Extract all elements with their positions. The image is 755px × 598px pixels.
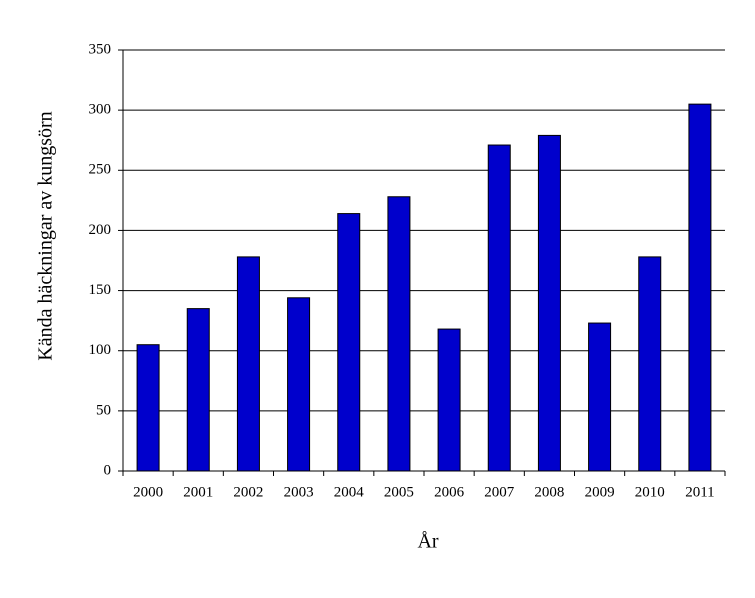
bar — [186, 308, 210, 472]
y-tick-label: 150 — [89, 282, 112, 298]
y-tick-label: 200 — [89, 222, 112, 238]
y-tick-label: 0 — [104, 462, 112, 478]
bar — [337, 213, 361, 472]
bar — [588, 322, 612, 472]
bar — [487, 144, 511, 472]
y-tick-label: 50 — [96, 402, 111, 418]
x-tick-label: 2010 — [635, 484, 665, 500]
x-tick-label: 2004 — [334, 484, 365, 500]
x-tick-label: 2008 — [534, 484, 564, 500]
bar — [537, 134, 561, 472]
bar — [688, 103, 712, 472]
x-tick-label: 2002 — [233, 484, 263, 500]
x-tick-label: 2005 — [384, 484, 414, 500]
y-tick-label: 300 — [89, 102, 112, 118]
y-tick-label: 100 — [89, 342, 112, 358]
y-tick-label: 250 — [89, 162, 112, 178]
x-axis-title: År — [417, 531, 438, 553]
x-tick-label: 2011 — [685, 484, 714, 500]
bar — [387, 196, 411, 472]
x-tick-label: 2000 — [133, 484, 163, 500]
bar — [236, 256, 260, 472]
x-tick-label: 2006 — [434, 484, 465, 500]
bar — [287, 297, 311, 472]
bar — [437, 328, 461, 472]
x-tick-label: 2001 — [183, 484, 213, 500]
x-tick-label: 2007 — [484, 484, 515, 500]
bar — [638, 256, 662, 472]
y-axis-title: Kända häckningar av kungsörn — [35, 111, 57, 360]
bar — [136, 344, 160, 472]
x-tick-label: 2003 — [284, 484, 314, 500]
y-tick-label: 350 — [89, 41, 112, 57]
x-tick-label: 2009 — [585, 484, 615, 500]
